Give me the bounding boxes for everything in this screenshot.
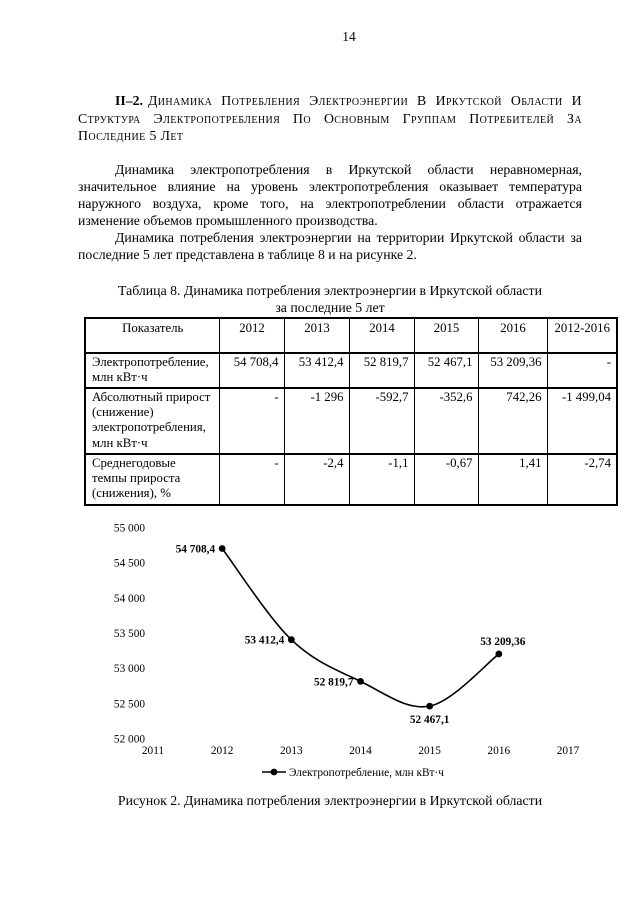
row-label: Среднегодовые темпы прироста (снижения),… [84,452,220,506]
column-header-2012-2016: 2012-2016 [546,316,618,354]
svg-text:53 500: 53 500 [114,628,145,640]
svg-text:52 500: 52 500 [114,698,145,710]
svg-text:53 412,4: 53 412,4 [245,634,285,646]
section-heading: II–2. Динамика Потребления Электроэнергии… [78,92,582,145]
table-caption: Таблица 8. Динамика потребления электроэ… [78,282,582,317]
table-cell: 52 819,7 [348,351,415,389]
svg-text:54 000: 54 000 [114,593,145,605]
svg-text:2012: 2012 [211,745,234,757]
column-header-2014: 2014 [348,316,415,354]
svg-text:54 708,4: 54 708,4 [176,543,216,555]
svg-text:2016: 2016 [488,745,511,757]
table-cell: 742,26 [477,386,548,455]
paragraph-1: Динамика электропотребления в Иркутской … [78,161,582,228]
svg-text:Электропотребление, млн кВт·ч: Электропотребление, млн кВт·ч [289,767,444,779]
svg-text:53 209,36: 53 209,36 [480,636,526,648]
table-cell: 53 412,4 [283,351,350,389]
table-cell: - [218,386,285,455]
table-cell: -1 296 [283,386,350,455]
section-heading-text: Динамика Потребления Электроэнергии В Ир… [78,93,582,143]
column-header-2016: 2016 [477,316,548,354]
table-cell: - [546,351,618,389]
table-row-absolute-growth: Абсолютный прирост (снижение) электропот… [84,386,618,455]
table-cell: -2,4 [283,452,350,506]
svg-text:2011: 2011 [142,745,164,757]
svg-text:55 000: 55 000 [114,522,145,534]
figure-caption: Рисунок 2. Динамика потребления электроэ… [117,792,543,808]
svg-text:2014: 2014 [349,745,372,757]
svg-text:2015: 2015 [418,745,441,757]
paragraph-2: Динамика потребления электроэнергии на т… [78,229,582,262]
table-cell: -2,74 [546,452,618,506]
line-chart-figure: 55 000 54 500 54 000 53 500 53 000 52 500 52 0… [88,514,588,786]
row-label: Электропотребление, млн кВт·ч [84,351,220,389]
table-cell: -352,6 [413,386,479,455]
section-heading-number: II–2. [115,93,143,108]
table-cell: 1,41 [477,452,548,506]
table-cell: 52 467,1 [413,351,479,389]
table-cell: -592,7 [348,386,415,455]
svg-text:2013: 2013 [280,745,303,757]
table-cell: - [218,452,285,506]
table-row-average-growth-rate: Среднегодовые темпы прироста (снижения),… [84,452,618,506]
table-cell: 53 209,36 [477,351,548,389]
table-row-consumption: Электропотребление, млн кВт·ч 54 708,4 5… [84,351,618,389]
svg-text:2017: 2017 [557,745,580,757]
column-header-2012: 2012 [218,316,285,354]
table-caption-line-1: Таблица 8. Динамика потребления электроэ… [118,282,542,298]
consumption-table: Показатель 2012 2013 2014 2015 2016 2012… [84,316,618,506]
column-header-indicator: Показатель [84,316,220,354]
svg-text:52 467,1: 52 467,1 [410,714,450,726]
table-cell: -0,67 [413,452,479,506]
svg-text:52 819,7: 52 819,7 [314,676,354,688]
line-chart-svg: 55 000 54 500 54 000 53 500 53 000 52 500 52 0… [114,522,580,779]
table-header-row: Показатель 2012 2013 2014 2015 2016 2012… [84,316,618,354]
svg-text:52 000: 52 000 [114,733,145,745]
svg-text:54 500: 54 500 [114,557,145,569]
row-label: Абсолютный прирост (снижение) электропот… [84,386,220,455]
page-number: 14 [342,29,356,44]
table-cell: 54 708,4 [218,351,285,389]
svg-text:53 000: 53 000 [114,663,145,675]
column-header-2015: 2015 [413,316,479,354]
column-header-2013: 2013 [283,316,350,354]
table-caption-line-2: за последние 5 лет [275,300,385,315]
table-cell: -1,1 [348,452,415,506]
table-cell: -1 499,04 [546,386,618,455]
